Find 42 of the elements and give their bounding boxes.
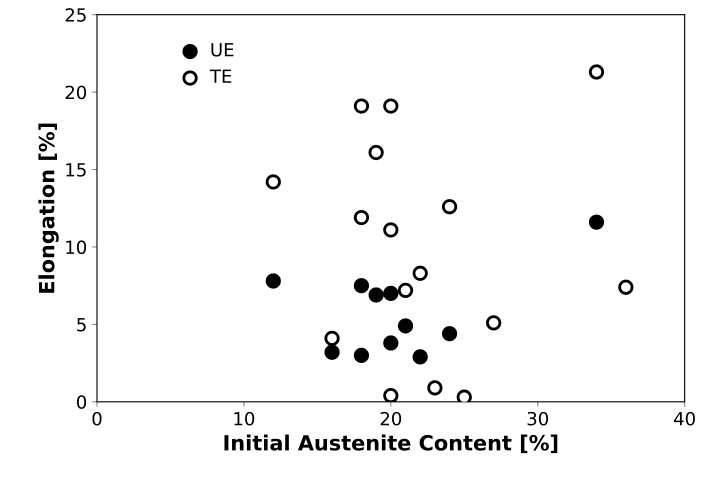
point (442, 326, 458, 342)
x-tick-label: 40 (674, 412, 695, 426)
point (368, 287, 384, 303)
point (354, 210, 370, 226)
legend-label: UE (211, 43, 234, 57)
point (354, 348, 370, 363)
point (412, 349, 428, 364)
point (354, 278, 370, 294)
point (383, 222, 398, 238)
x-axis-title: Initial Austenite Content [%] (224, 434, 558, 454)
y-tick-label: 0 (76, 395, 86, 409)
x-tick-label: 10 (234, 412, 254, 426)
point (427, 380, 442, 396)
y-axis-title: Elongation [%] (38, 124, 59, 293)
x-tick-label: 20 (380, 412, 402, 426)
point (618, 280, 634, 295)
point (383, 335, 398, 351)
point (486, 315, 502, 330)
point (383, 286, 398, 302)
y-tick-label: 15 (66, 163, 86, 177)
point (383, 388, 398, 402)
point (266, 273, 281, 289)
y-tick-label: 5 (77, 318, 86, 332)
x-tick-label: 30 (528, 412, 548, 426)
point (588, 64, 604, 80)
point (442, 199, 458, 214)
point (324, 344, 340, 360)
point (588, 214, 604, 230)
legend-label: TE (210, 70, 232, 83)
point (398, 318, 414, 334)
y-tick-label: 25 (66, 8, 86, 22)
y-tick-label: 20 (66, 86, 86, 100)
point (324, 330, 340, 346)
point (456, 390, 472, 402)
point (398, 282, 414, 298)
point (383, 98, 398, 114)
y-tick-label: 10 (66, 240, 86, 254)
point (412, 266, 428, 281)
point (266, 174, 281, 190)
point (354, 98, 370, 114)
x-tick-label: 0 (92, 412, 102, 426)
point (368, 144, 384, 160)
